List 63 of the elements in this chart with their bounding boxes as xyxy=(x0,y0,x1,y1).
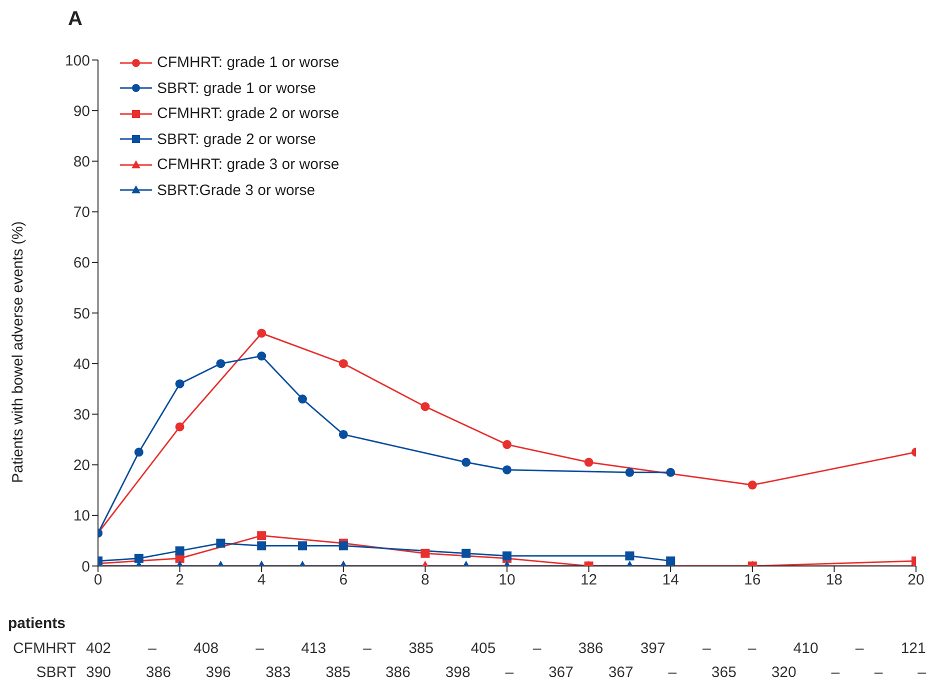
point xyxy=(257,352,266,361)
legend-label: SBRT:Grade 3 or worse xyxy=(157,182,316,199)
text: patients xyxy=(8,615,66,632)
legend-label: SBRT: grade 2 or worse xyxy=(157,130,316,148)
point xyxy=(584,458,594,467)
point xyxy=(134,554,144,563)
legend-label: SBRT: grade 1 or worse xyxy=(157,80,316,97)
point xyxy=(338,430,348,439)
x-tick-label: 16 xyxy=(744,572,761,589)
point xyxy=(216,538,226,548)
x-tick-label: 12 xyxy=(580,572,598,589)
y-tick-label: 0 xyxy=(82,558,90,576)
x-tick-label: 4 xyxy=(257,572,266,589)
point xyxy=(134,448,144,457)
y-tick-label: 20 xyxy=(73,457,90,474)
y-axis-title: Patients with bowel adverse events (%) xyxy=(9,221,26,483)
point xyxy=(298,541,307,550)
point xyxy=(462,548,471,558)
x-tick-label: 10 xyxy=(498,572,516,589)
point xyxy=(298,394,307,404)
y-tick-label: 40 xyxy=(73,356,90,373)
point xyxy=(502,440,512,450)
point xyxy=(257,541,266,550)
point xyxy=(216,359,226,368)
x-tick-label: 8 xyxy=(421,572,430,589)
point xyxy=(748,480,757,490)
point xyxy=(420,548,430,558)
y-tick-label: 80 xyxy=(73,154,90,171)
point xyxy=(666,468,676,477)
point xyxy=(257,328,266,338)
x-tick-label: 18 xyxy=(826,572,843,589)
y-tick-label: 100 xyxy=(64,52,90,70)
x-tick-label: 14 xyxy=(662,572,679,589)
point xyxy=(625,551,634,560)
point xyxy=(175,422,184,432)
legend-label: CFMHRT: grade 1 or worse xyxy=(157,54,340,72)
text: 402 – 408 – 413 – 385 405 – 386 397 – – 410 – 121 xyxy=(86,640,926,657)
point xyxy=(175,546,184,556)
y-tick-label: 90 xyxy=(73,102,90,120)
y-tick-label: 70 xyxy=(73,204,90,222)
point xyxy=(420,402,430,412)
y-tick-label: 10 xyxy=(73,508,90,525)
point xyxy=(175,379,184,388)
x-tick-label: 0 xyxy=(94,572,102,589)
point xyxy=(257,531,266,540)
text: 390 386 396 383 385 386 398 – 367 367 – 365 320 – – – xyxy=(86,664,926,681)
x-tick-label: 6 xyxy=(339,572,348,589)
point xyxy=(502,551,512,560)
y-tick-label: 60 xyxy=(73,254,90,272)
point xyxy=(502,465,512,474)
y-tick-label: 50 xyxy=(73,305,90,322)
y-tick-label: 30 xyxy=(73,406,90,424)
legend-label: CFMHRT: grade 2 or worse xyxy=(157,105,340,122)
x-tick-label: 20 xyxy=(908,572,924,589)
legend-label: CFMHRT: grade 3 or worse xyxy=(157,156,340,174)
point xyxy=(625,468,634,477)
text: CFMHRT xyxy=(12,640,76,657)
text: SBRT xyxy=(36,664,76,681)
point xyxy=(338,359,348,368)
point xyxy=(462,458,471,467)
point xyxy=(338,541,348,550)
chart-title: A xyxy=(68,8,82,31)
x-tick-label: 2 xyxy=(176,572,184,589)
